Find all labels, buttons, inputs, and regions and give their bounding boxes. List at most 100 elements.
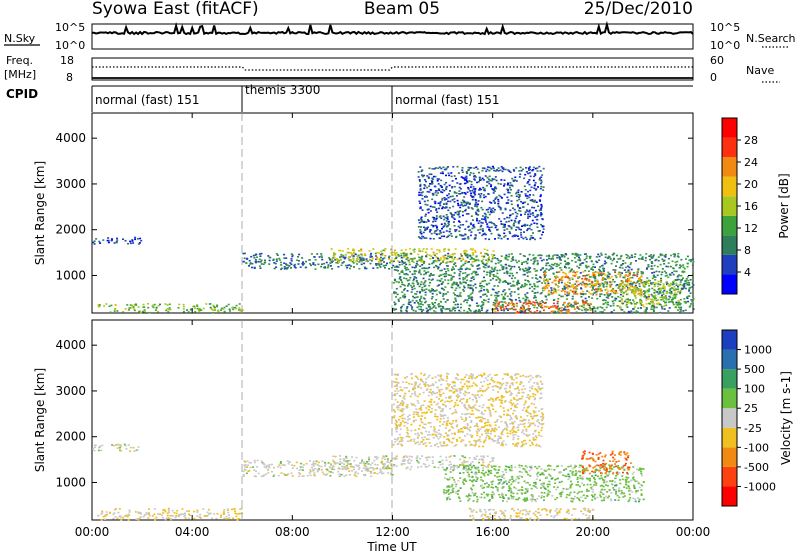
echo-cell: [607, 257, 610, 259]
echo-cell: [502, 167, 505, 169]
echo-cell: [469, 172, 472, 174]
echo-cell: [641, 468, 644, 470]
echo-cell: [242, 260, 245, 263]
echo-cell: [531, 497, 534, 500]
echo-cell: [474, 200, 477, 202]
echo-cell: [607, 297, 610, 299]
echo-cell: [633, 287, 635, 290]
echo-cell: [137, 446, 140, 448]
echo-cell: [345, 464, 348, 467]
echo-cell: [432, 261, 435, 264]
echo-cell: [684, 309, 687, 311]
echo-cell: [488, 484, 490, 486]
echo-cell: [152, 306, 155, 309]
echo-cell: [410, 304, 412, 307]
echo-cell: [661, 294, 663, 297]
echo-cell: [643, 293, 646, 295]
echo-cell: [517, 191, 520, 193]
echo-cell: [482, 467, 485, 469]
echo-cell: [482, 285, 485, 288]
echo-cell: [371, 257, 374, 259]
echo-cell: [436, 180, 439, 182]
echo-cell: [313, 474, 316, 476]
echo-cell: [470, 195, 473, 197]
echo-cell: [611, 483, 614, 486]
echo-cell: [645, 291, 648, 293]
echo-cell: [402, 296, 405, 298]
echo-cell: [589, 257, 592, 260]
echo-cell: [536, 307, 539, 309]
echo-cell: [461, 169, 464, 171]
echo-cell: [527, 300, 530, 303]
echo-cell: [321, 460, 324, 463]
echo-cell: [443, 222, 446, 225]
echo-cell: [369, 464, 372, 466]
echo-cell: [435, 208, 438, 210]
echo-cell: [511, 299, 514, 301]
echo-cell: [542, 301, 545, 303]
echo-cell: [536, 269, 538, 272]
echo-cell: [176, 509, 179, 512]
echo-cell: [622, 292, 625, 295]
echo-cell: [536, 467, 539, 470]
echo-cell: [477, 273, 479, 276]
echo-cell: [461, 191, 464, 194]
freq-strip: Freq. [MHz] 18 8 Nave 60 0: [4, 54, 780, 84]
echo-cell: [274, 262, 277, 265]
echo-cell: [490, 232, 493, 235]
echo-cell: [540, 259, 543, 262]
echo-cell: [617, 258, 620, 260]
echo-cell: [427, 177, 430, 180]
echo-cell: [402, 303, 405, 306]
echo-cell: [553, 298, 556, 301]
echo-cell: [638, 285, 641, 288]
echo-cell: [579, 272, 582, 274]
echo-cell: [350, 465, 353, 468]
echo-cell: [453, 467, 455, 470]
echo-cell: [545, 285, 548, 287]
echo-cell: [640, 295, 643, 297]
echo-cell: [356, 255, 359, 257]
echo-cell: [630, 285, 632, 288]
echo-cell: [513, 291, 516, 293]
echo-cell: [626, 298, 629, 300]
echo-cell: [600, 273, 603, 275]
echo-cell: [427, 456, 430, 458]
echo-cell: [502, 266, 505, 269]
echo-cell: [494, 176, 497, 178]
echo-cell: [654, 294, 657, 297]
echo-cell: [337, 259, 340, 262]
echo-cell: [456, 294, 459, 297]
echo-cell: [517, 193, 520, 196]
echo-cell: [417, 282, 420, 284]
echo-cell: [138, 242, 141, 244]
echo-cell: [538, 254, 541, 256]
echo-cell: [462, 463, 465, 466]
echo-cell: [443, 258, 446, 261]
echo-cell: [370, 471, 373, 473]
echo-cell: [451, 260, 454, 262]
echo-cell: [515, 229, 518, 231]
echo-cell: [485, 259, 488, 262]
echo-cell: [406, 255, 409, 257]
echo-cell: [260, 460, 263, 463]
echo-cell: [411, 258, 414, 261]
echo-cell: [634, 311, 637, 314]
echo-cell: [501, 268, 504, 271]
echo-cell: [193, 510, 196, 513]
echo-cell: [618, 257, 621, 260]
echo-cell: [651, 305, 654, 307]
echo-cell: [678, 303, 681, 306]
echo-cell: [527, 309, 530, 312]
echo-cell: [225, 305, 228, 307]
echo-cell: [627, 287, 629, 289]
echo-cell: [485, 253, 488, 255]
echo-cell: [464, 262, 467, 265]
echo-cell: [681, 279, 684, 281]
echo-cell: [431, 278, 434, 281]
echo-cell: [653, 276, 656, 278]
echo-cell: [119, 450, 122, 452]
echo-cell: [646, 277, 649, 279]
echo-cell: [640, 281, 643, 284]
echo-cell: [372, 248, 375, 250]
